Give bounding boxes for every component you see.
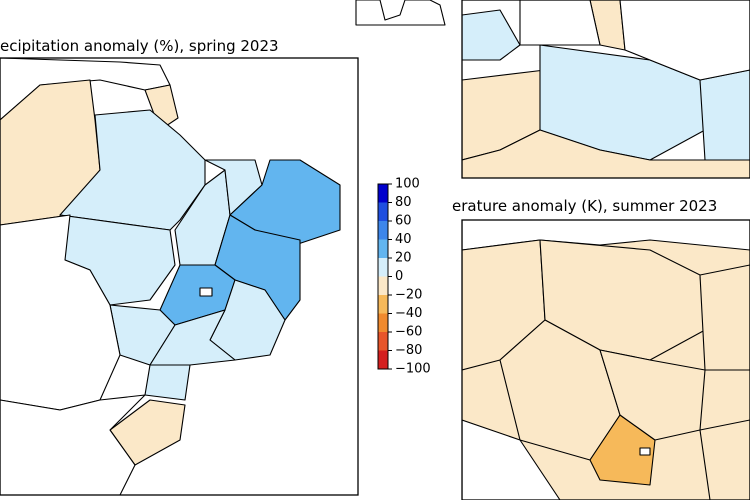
tick-label: −20	[395, 288, 422, 303]
map-frame	[461, 219, 750, 500]
precipitation-map	[0, 58, 358, 495]
colorbar-segment	[378, 313, 388, 333]
tick-label: 80	[395, 195, 412, 210]
tick-label: −80	[395, 343, 422, 358]
colorbar-segment	[378, 258, 388, 277]
tick-label: −100	[395, 362, 431, 377]
tick-label: −40	[395, 306, 422, 321]
tick-label: −60	[395, 325, 422, 340]
colorbar-segment	[378, 350, 388, 370]
map-fragment	[355, 0, 446, 26]
colorbar-segment	[378, 221, 388, 240]
colorbar-segment	[378, 276, 388, 296]
map-title: erature anomaly (K), summer 2023	[452, 197, 717, 215]
colorbar-segment	[378, 239, 388, 259]
colorbar-segment	[378, 202, 388, 222]
colorbar-segment	[378, 295, 388, 314]
map-frame	[0, 57, 359, 496]
tick-label: 100	[395, 177, 420, 192]
map-top-right	[462, 0, 750, 178]
tick-label: 40	[395, 232, 412, 247]
map-title: ecipitation anomaly (%), spring 2023	[0, 37, 279, 55]
tick-label: 0	[395, 269, 403, 284]
colorbar-segment	[378, 332, 388, 351]
temperature-map	[462, 220, 750, 500]
colorbar-segment	[378, 184, 388, 203]
tick-label: 60	[395, 214, 412, 229]
colorbar: 100 80 60 40 20 0 −20 −40 −60 −80 −100	[377, 177, 431, 377]
tick-label: 20	[395, 251, 412, 266]
map-frame	[461, 0, 750, 179]
